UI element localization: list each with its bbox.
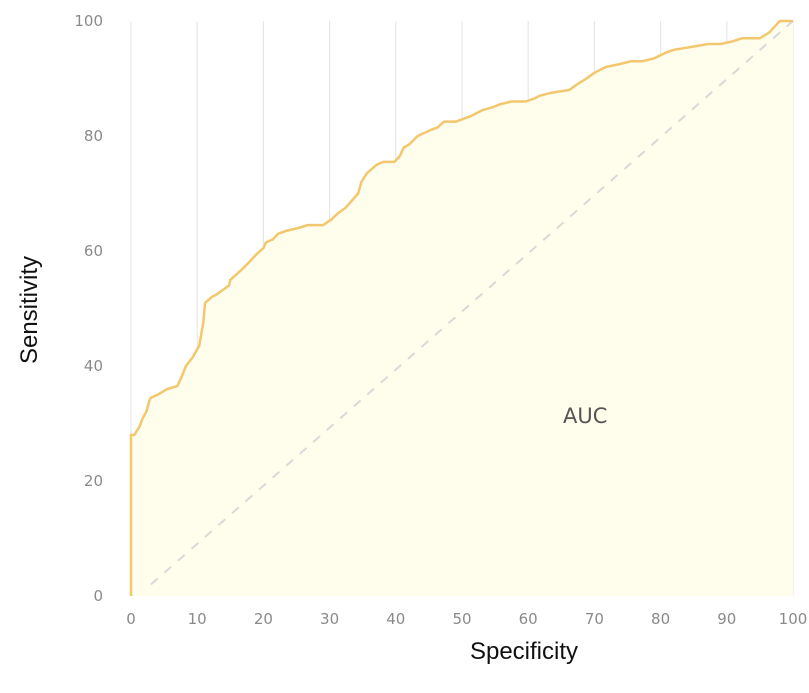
y-tick-label: 60: [84, 242, 103, 260]
x-tick-label: 20: [254, 610, 273, 628]
y-tick-label: 0: [93, 587, 103, 605]
y-tick-label: 20: [84, 472, 103, 490]
x-axis-ticks: 0 10 20 30 40 50 60 70 80 90 100: [126, 610, 807, 628]
x-tick-label: 50: [452, 610, 471, 628]
x-tick-label: 40: [386, 610, 405, 628]
x-tick-label: 30: [320, 610, 339, 628]
x-tick-label: 100: [779, 610, 808, 628]
x-tick-label: 90: [717, 610, 736, 628]
x-tick-label: 80: [651, 610, 670, 628]
x-axis-label: Specificity: [470, 638, 578, 665]
x-tick-label: 0: [126, 610, 136, 628]
auc-area: [131, 21, 793, 596]
y-tick-label: 100: [74, 12, 103, 30]
auc-annotation: AUC: [563, 404, 607, 428]
x-tick-label: 70: [585, 610, 604, 628]
x-tick-label: 60: [519, 610, 538, 628]
y-axis-ticks: 0 20 40 60 80 100: [74, 12, 103, 605]
x-tick-label: 10: [188, 610, 207, 628]
y-tick-label: 80: [84, 127, 103, 145]
y-tick-label: 40: [84, 357, 103, 375]
y-axis-label: Sensitivity: [16, 256, 43, 364]
roc-curve: [129, 19, 793, 596]
